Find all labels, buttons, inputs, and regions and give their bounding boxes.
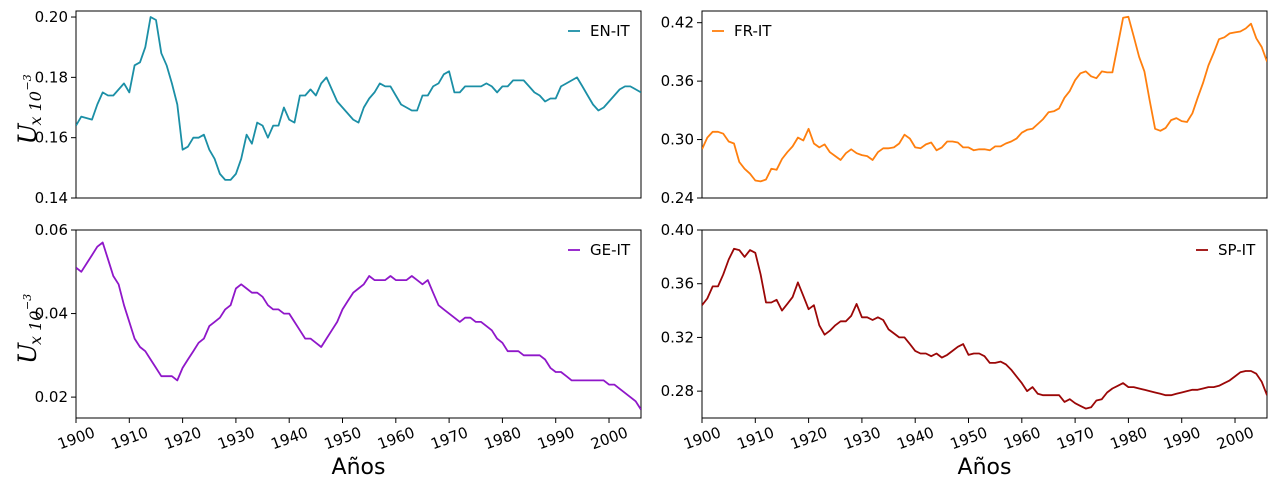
x-tick-label: 1950 — [948, 423, 990, 453]
x-tick-label: 1930 — [215, 423, 257, 453]
x-tick-label: 1900 — [681, 423, 723, 453]
y-axis-label-sub: x 10 — [26, 311, 45, 345]
x-tick-label: 1980 — [482, 423, 524, 453]
y-tick-label: 0.42 — [661, 14, 694, 32]
legend: FR-IT — [712, 22, 772, 40]
y-axis-label-sub: x 10 — [26, 91, 45, 125]
x-tick-label: 1920 — [788, 423, 830, 453]
x-tick-label: 1990 — [535, 423, 577, 453]
y-tick-label: 0.32 — [661, 328, 694, 346]
x-axis-label: Años — [332, 455, 386, 480]
y-axis-label: Ux 10−3 — [13, 294, 45, 364]
panel-fr-it: 0.24 0.30 0.36 0.42 FR-IT — [661, 10, 1268, 207]
y-tick-label: 0.06 — [35, 221, 68, 239]
x-tick-label: 1910 — [735, 423, 777, 453]
plot-frame — [75, 10, 642, 199]
y-axis-label-main: U — [13, 342, 42, 364]
legend-label: EN-IT — [590, 22, 631, 40]
legend-label: FR-IT — [734, 22, 772, 40]
y-tick-label: 0.20 — [35, 8, 68, 26]
x-tick-label: 1970 — [1054, 423, 1096, 453]
plot-frame — [701, 229, 1268, 419]
y-tick-label: 0.14 — [35, 189, 68, 207]
legend: EN-IT — [568, 22, 631, 40]
panel-en-it: 0.14 0.16 0.18 0.20 Ux 10−3 EN-IT — [13, 8, 642, 207]
y-tick-label: 0.24 — [661, 189, 694, 207]
series-line-fr-it — [702, 15, 1267, 183]
y-axis-label-main: U — [13, 123, 42, 145]
x-tick-label: 1960 — [1001, 423, 1043, 453]
y-axis-label-exp: −3 — [21, 294, 34, 310]
y-tick-label: 0.18 — [35, 68, 68, 86]
x-tick-label: 1970 — [428, 423, 470, 453]
legend-label: GE-IT — [590, 241, 631, 259]
x-tick-label: 1920 — [162, 423, 204, 453]
x-tick-label: 1940 — [268, 423, 310, 453]
y-axis-label-exp: −3 — [21, 74, 34, 90]
x-tick-label: 2000 — [588, 423, 630, 453]
panel-ge-it: 0.02 0.04 0.06 1900 1910 1920 1930 1940 1950 1960… — [13, 221, 642, 480]
legend: SP-IT — [1196, 241, 1256, 259]
y-tick-label: 0.36 — [661, 275, 694, 293]
legend-label: SP-IT — [1218, 241, 1256, 259]
y-axis-label: Ux 10−3 — [13, 74, 45, 144]
series-line-en-it — [76, 16, 641, 181]
plot-frame — [701, 10, 1268, 199]
panel-sp-it: 0.28 0.32 0.36 0.40 1900 1910 1920 1930 1940 1950… — [661, 221, 1268, 480]
x-tick-label: 1960 — [375, 423, 417, 453]
series-line-ge-it — [76, 241, 641, 411]
legend: GE-IT — [568, 241, 631, 259]
y-tick-label: 0.36 — [661, 72, 694, 90]
x-tick-label: 1940 — [894, 423, 936, 453]
x-tick-label: 1950 — [322, 423, 364, 453]
y-tick-label: 0.16 — [35, 129, 68, 147]
x-tick-label: 1980 — [1108, 423, 1150, 453]
y-tick-label: 0.40 — [661, 221, 694, 239]
y-tick-label: 0.30 — [661, 131, 694, 149]
x-tick-label: 2000 — [1214, 423, 1256, 453]
y-tick-label: 0.04 — [35, 305, 68, 323]
series-line-sp-it — [702, 247, 1267, 410]
x-axis-label: Años — [958, 455, 1012, 480]
x-tick-label: 1930 — [841, 423, 883, 453]
plot-frame — [75, 229, 642, 419]
y-tick-label: 0.02 — [35, 388, 68, 406]
x-tick-label: 1910 — [109, 423, 151, 453]
x-tick-label: 1900 — [55, 423, 97, 453]
x-tick-label: 1990 — [1161, 423, 1203, 453]
y-tick-label: 0.28 — [661, 382, 694, 400]
